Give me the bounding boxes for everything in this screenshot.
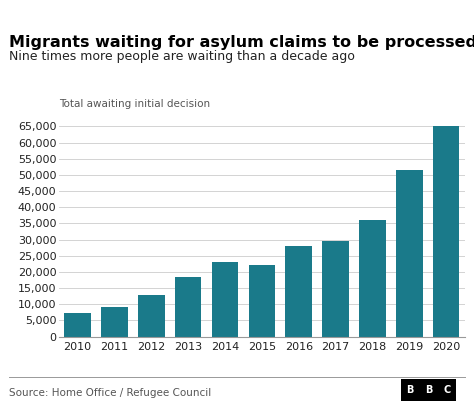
Bar bbox=[359, 220, 386, 337]
Bar bbox=[212, 262, 238, 337]
Bar bbox=[396, 170, 422, 337]
Text: Total awaiting initial decision: Total awaiting initial decision bbox=[59, 99, 210, 109]
Bar bbox=[285, 246, 312, 337]
Bar bbox=[433, 126, 459, 337]
Text: Migrants waiting for asylum claims to be processed: Migrants waiting for asylum claims to be… bbox=[9, 35, 474, 50]
Bar bbox=[101, 308, 128, 337]
Text: Nine times more people are waiting than a decade ago: Nine times more people are waiting than … bbox=[9, 50, 356, 63]
Text: C: C bbox=[444, 385, 451, 395]
Bar bbox=[64, 313, 91, 337]
Bar bbox=[249, 266, 275, 337]
Bar bbox=[175, 277, 201, 337]
Text: Source: Home Office / Refugee Council: Source: Home Office / Refugee Council bbox=[9, 388, 212, 398]
Text: B: B bbox=[406, 385, 413, 395]
Bar bbox=[138, 295, 164, 337]
Text: B: B bbox=[425, 385, 432, 395]
Bar bbox=[322, 241, 349, 337]
